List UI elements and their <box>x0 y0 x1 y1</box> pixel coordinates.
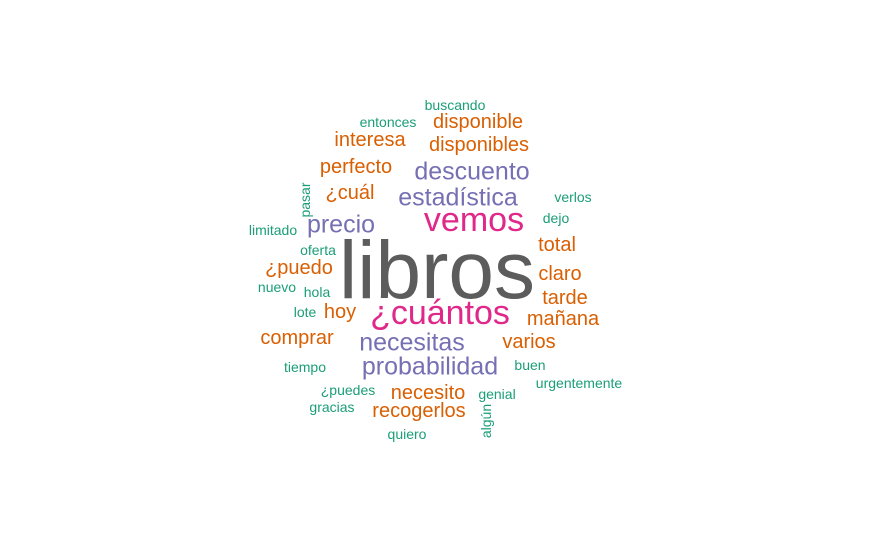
word-17: hoy <box>323 301 357 323</box>
word-3: descuento <box>414 157 530 186</box>
word-28: limitado <box>248 222 298 238</box>
word-2: ¿cuántos <box>370 294 510 332</box>
word-32: lote <box>293 304 317 320</box>
word-39: algún <box>478 403 494 439</box>
word-6: necesitas <box>359 328 465 357</box>
word-18: mañana <box>526 308 600 330</box>
word-4: estadística <box>398 183 518 212</box>
word-29: oferta <box>300 242 336 258</box>
word-14: ¿puedo <box>265 257 333 279</box>
word-0: libros <box>339 225 535 316</box>
word-37: genial <box>478 386 516 402</box>
word-40: quiero <box>387 426 427 442</box>
word-7: probabilidad <box>361 352 499 381</box>
word-12: ¿cuál <box>325 182 375 204</box>
word-19: comprar <box>260 327 334 349</box>
word-5: precio <box>306 210 376 239</box>
word-38: gracias <box>309 399 355 415</box>
word-21: necesito <box>390 382 466 404</box>
word-16: tarde <box>542 287 588 309</box>
word-25: pasar <box>297 182 313 218</box>
word-35: urgentemente <box>535 375 623 391</box>
word-9: disponibles <box>428 134 530 156</box>
word-11: perfecto <box>319 156 393 178</box>
word-23: buscando <box>424 97 486 113</box>
word-22: recogerlos <box>372 400 466 422</box>
word-33: tiempo <box>283 359 327 375</box>
word-8: disponible <box>432 111 524 133</box>
word-26: verlos <box>554 189 592 205</box>
word-1: vemos <box>423 201 525 239</box>
word-15: claro <box>538 263 582 285</box>
word-31: hola <box>303 284 331 300</box>
word-34: buen <box>514 357 546 373</box>
word-27: dejo <box>542 210 570 226</box>
word-10: interesa <box>334 129 406 151</box>
word-13: total <box>538 234 576 256</box>
word-36: ¿puedes <box>320 382 376 398</box>
word-24: entonces <box>359 114 417 130</box>
word-20: varios <box>502 331 556 353</box>
word-30: nuevo <box>257 279 297 295</box>
